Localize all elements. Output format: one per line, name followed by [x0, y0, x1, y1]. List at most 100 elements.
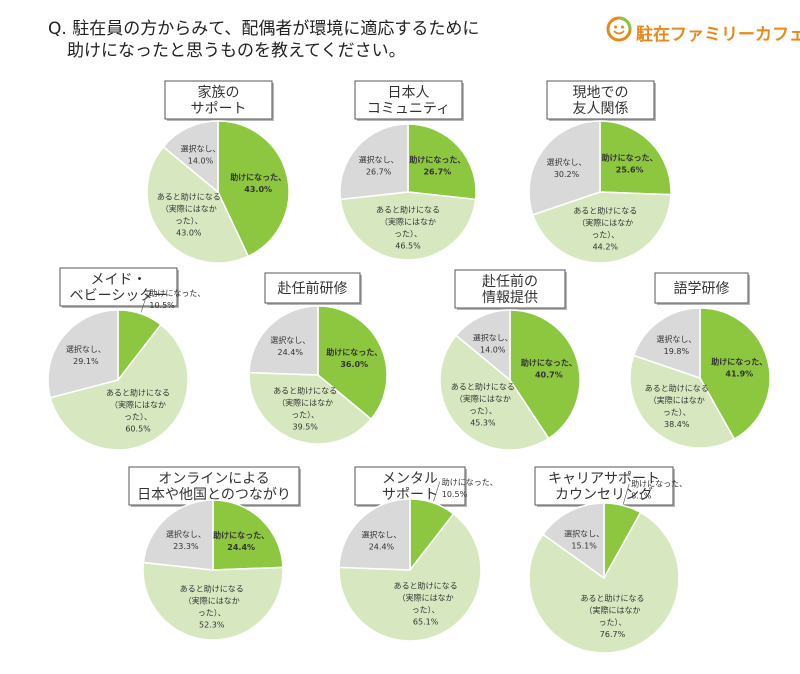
data-label-category: 選択なし、	[270, 335, 310, 345]
pie-slice-somewhat	[338, 512, 482, 642]
data-label-category: （実際にはなか	[649, 395, 705, 405]
chart-title-line: 情報提供	[482, 290, 538, 306]
data-label-category: った）、	[291, 411, 319, 420]
data-label-category: った）、	[394, 229, 422, 238]
data-label-value: 38.4%	[664, 420, 690, 429]
leader-line	[140, 292, 148, 313]
data-label-category: 助けになった、	[409, 155, 465, 165]
data-label-category: 選択なし、	[473, 332, 513, 342]
data-label-category: あると助けになる	[180, 583, 244, 593]
data-label-value: 24.4%	[278, 348, 304, 357]
data-label-category: （実際にはなか	[110, 399, 166, 409]
pie-slice-somewhat	[339, 191, 477, 261]
title-box	[654, 272, 749, 304]
pie-slice-helped	[317, 305, 388, 421]
data-label-category: った）、	[198, 608, 226, 617]
data-label-value: 46.5%	[395, 241, 421, 250]
pie-slice-not-selected	[632, 307, 701, 380]
pie-slice-not-selected	[338, 498, 411, 571]
data-label-category: あると助けになる	[106, 387, 170, 397]
data-label-category: った）、	[663, 408, 691, 417]
pie-slice-helped	[217, 120, 290, 258]
title-box	[164, 80, 273, 120]
pie-slice-somewhat	[146, 145, 250, 264]
chart-title-line: 赴任前研修	[278, 280, 348, 297]
data-label-value: 40.7%	[535, 370, 563, 379]
chart-title-line: カウンセリング	[555, 487, 653, 503]
data-label-value: 41.9%	[725, 370, 753, 379]
data-label-category: あると助けになる	[645, 383, 709, 393]
chart-title-line: メンタル	[382, 471, 438, 487]
data-label-category: あると助けになる	[157, 192, 221, 202]
data-label-category: 助けになった、	[442, 477, 498, 487]
data-label-value: 43.0%	[244, 185, 272, 194]
data-label-category: 助けになった、	[149, 288, 205, 298]
leader-line	[433, 481, 441, 502]
smiley-face-icon	[606, 16, 632, 42]
data-label-value: 23.3%	[173, 542, 199, 551]
data-label-category: あると助けになる	[394, 580, 458, 590]
data-label-category: 選択なし、	[359, 155, 399, 165]
data-label-category: 選択なし、	[66, 344, 106, 354]
data-label-category: 選択なし、	[547, 157, 587, 167]
data-label-category: （実際にはなか	[161, 204, 217, 214]
data-label-category: 助けになった、	[230, 172, 286, 182]
data-label-category: った）、	[599, 618, 627, 627]
data-label-category: 助けになった、	[631, 479, 687, 489]
chart-title-line: 友人関係	[573, 101, 629, 117]
data-label-category: 助けになった、	[602, 152, 658, 162]
data-label-category: った）、	[591, 231, 619, 240]
chart-title-line: 日本や他国とのつながり	[137, 487, 291, 503]
data-label-value: 65.1%	[413, 617, 439, 626]
data-label-value: 10.5%	[149, 301, 175, 310]
data-label-value: 26.7%	[366, 168, 392, 177]
data-label-category: 助けになった、	[213, 530, 269, 540]
data-label-category: 助けになった、	[326, 347, 382, 357]
pie-slice-somewhat	[248, 371, 373, 445]
data-label-category: あると助けになる	[376, 204, 440, 214]
title-box	[454, 269, 566, 309]
data-label-category: 選択なし、	[166, 529, 206, 539]
pie-slice-not-selected	[541, 502, 605, 580]
data-label-value: 60.5%	[125, 424, 151, 433]
pie-slice-not-selected	[47, 309, 119, 399]
title-box	[534, 466, 674, 506]
data-label-value: 39.5%	[292, 423, 318, 432]
data-label-value: 43.0%	[176, 229, 202, 238]
data-label-value: 26.7%	[423, 168, 451, 177]
title-box	[264, 272, 361, 304]
data-label-category: （実際にはなか	[184, 595, 240, 605]
title-box	[546, 80, 655, 120]
pie-slice-helped	[699, 307, 771, 441]
data-label-value: 30.2%	[554, 170, 580, 179]
data-label-category: った）、	[412, 605, 440, 614]
pie-slice-not-selected	[455, 309, 511, 382]
data-label-category: 選択なし、	[564, 528, 604, 538]
chart-title-line: 現地での	[573, 85, 629, 101]
data-label-category: （実際にはなか	[277, 398, 333, 408]
chart-title-line: コミュニティ	[367, 101, 450, 117]
data-label-value: 29.1%	[73, 357, 99, 366]
data-label-value: 36.0%	[340, 360, 368, 369]
title-box	[354, 80, 463, 120]
pie-slice-not-selected	[528, 120, 601, 216]
chart-title-line: オンラインによる	[158, 471, 270, 487]
data-label-value: 19.8%	[664, 347, 690, 356]
data-label-category: （実際にはなか	[577, 218, 633, 228]
chart-title-line: サポート	[191, 101, 247, 117]
data-label-value: 10.5%	[442, 490, 468, 499]
chart-title-line: キャリアサポート	[548, 471, 660, 487]
data-label-category: あると助けになる	[451, 381, 515, 391]
data-label-category: あると助けになる	[573, 206, 637, 216]
data-label-value: 25.6%	[616, 165, 644, 174]
title-box	[59, 267, 178, 307]
pie-slice-not-selected	[162, 120, 219, 194]
data-label-value: 14.0%	[188, 157, 214, 166]
data-label-category: （実際にはなか	[380, 216, 436, 226]
chart-title-line: ベビーシッター	[70, 288, 168, 304]
pie-slice-somewhat	[439, 334, 550, 451]
